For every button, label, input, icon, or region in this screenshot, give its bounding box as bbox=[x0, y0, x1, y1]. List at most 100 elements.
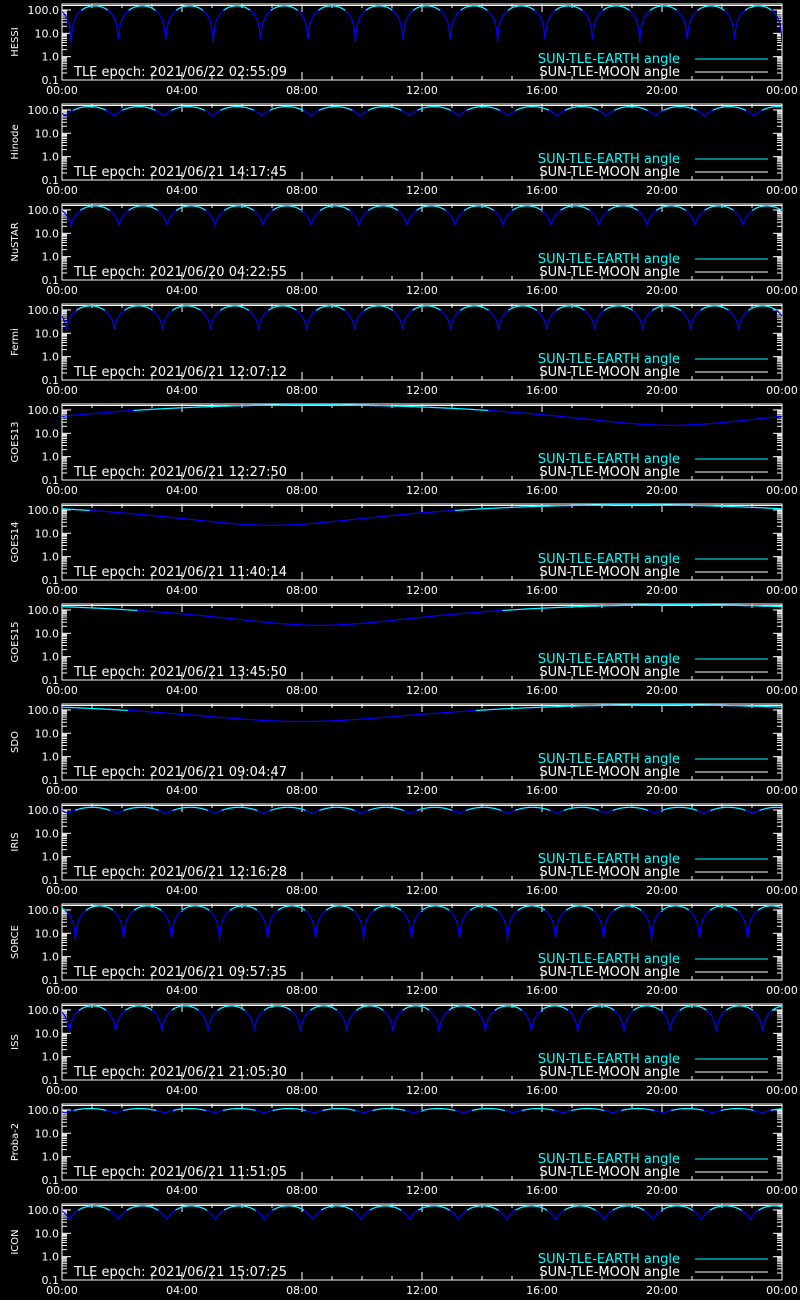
x-tick-label: 12:00 bbox=[406, 484, 438, 497]
x-tick-label: 08:00 bbox=[286, 1284, 318, 1297]
series-earth-angle-high bbox=[80, 5, 773, 11]
x-tick-label: 00:00 bbox=[766, 984, 798, 997]
x-tick-label: 04:00 bbox=[166, 1284, 198, 1297]
series-earth-angle-high bbox=[78, 1005, 782, 1011]
y-tick-label: 100.0 bbox=[28, 404, 60, 417]
x-tick-label: 00:00 bbox=[766, 484, 798, 497]
tle-epoch-label: TLE epoch: 2021/06/21 09:57:35 bbox=[73, 965, 287, 980]
satellite-label: SDO bbox=[10, 731, 21, 753]
x-tick-label: 00:00 bbox=[46, 584, 78, 597]
x-tick-label: 08:00 bbox=[286, 384, 318, 397]
x-tick-label: 20:00 bbox=[646, 684, 678, 697]
y-tick-label: 10.0 bbox=[35, 27, 60, 40]
y-tick-label: 0.1 bbox=[42, 1074, 60, 1087]
panel-goes13: 100.010.01.00.100:00 04:00 08:00 12:00 16:00… bbox=[10, 403, 798, 497]
x-tick-label: 04:00 bbox=[166, 1184, 198, 1197]
y-tick-label: 10.0 bbox=[35, 927, 60, 940]
series-earth-angle-high bbox=[77, 1205, 782, 1211]
y-tick-label: 0.1 bbox=[42, 574, 60, 587]
series-earth-angle-high bbox=[62, 704, 782, 712]
y-tick-label: 10.0 bbox=[35, 627, 60, 640]
x-tick-label: 04:00 bbox=[166, 984, 198, 997]
legend-earth-label: SUN-TLE-EARTH angle bbox=[538, 752, 680, 767]
y-tick-label: 0.1 bbox=[42, 1174, 60, 1187]
x-tick-label: 16:00 bbox=[526, 284, 558, 297]
legend-earth-label: SUN-TLE-EARTH angle bbox=[538, 52, 680, 67]
x-tick-label: 04:00 bbox=[166, 1084, 198, 1097]
x-tick-label: 12:00 bbox=[406, 1084, 438, 1097]
x-tick-label: 20:00 bbox=[646, 1184, 678, 1197]
y-tick-label: 1.0 bbox=[42, 651, 60, 664]
satellite-label: IRIS bbox=[10, 832, 21, 851]
x-tick-label: 00:00 bbox=[46, 684, 78, 697]
series-earth-angle-high bbox=[73, 1107, 782, 1112]
satellite-label: NuSTAR bbox=[10, 222, 21, 261]
series-earth-angle-high bbox=[62, 905, 782, 911]
panel-nustar: 100.010.01.00.100:00 04:00 08:00 12:00 16:00… bbox=[10, 203, 798, 297]
tle-epoch-label: TLE epoch: 2021/06/22 02:55:09 bbox=[73, 65, 287, 80]
x-tick-label: 00:00 bbox=[46, 984, 78, 997]
legend-moon-label: SUN-TLE-MOON angle bbox=[539, 65, 680, 80]
panel-iris: 100.010.01.00.100:00 04:00 08:00 12:00 16:00… bbox=[10, 803, 798, 897]
y-tick-label: 1.0 bbox=[42, 551, 60, 564]
tle-epoch-label: TLE epoch: 2021/06/21 12:16:28 bbox=[73, 865, 287, 880]
series-earth-angle-high bbox=[72, 105, 782, 111]
panel-goes14: 100.010.01.00.100:00 04:00 08:00 12:00 16:00… bbox=[10, 503, 798, 597]
series-earth-angle bbox=[62, 905, 782, 941]
x-tick-label: 04:00 bbox=[166, 684, 198, 697]
x-tick-label: 00:00 bbox=[766, 1284, 798, 1297]
y-tick-label: 1.0 bbox=[42, 451, 60, 464]
series-earth-angle-high bbox=[76, 305, 777, 311]
y-tick-label: 0.1 bbox=[42, 474, 60, 487]
x-tick-label: 08:00 bbox=[286, 184, 318, 197]
y-tick-label: 100.0 bbox=[28, 204, 60, 217]
x-tick-label: 00:00 bbox=[46, 384, 78, 397]
x-tick-label: 08:00 bbox=[286, 984, 318, 997]
panel-iss: 100.010.01.00.100:00 04:00 08:00 12:00 16:00… bbox=[10, 1003, 798, 1097]
legend-moon-label: SUN-TLE-MOON angle bbox=[539, 1265, 680, 1280]
panel-goes15: 100.010.01.00.100:00 04:00 08:00 12:00 16:00… bbox=[10, 603, 798, 697]
y-tick-label: 1.0 bbox=[42, 351, 60, 364]
satellite-label: GOES13 bbox=[10, 421, 21, 462]
x-tick-label: 20:00 bbox=[646, 284, 678, 297]
x-tick-label: 20:00 bbox=[646, 384, 678, 397]
x-tick-label: 08:00 bbox=[286, 284, 318, 297]
x-tick-label: 08:00 bbox=[286, 684, 318, 697]
series-earth-angle-high bbox=[133, 404, 489, 412]
x-tick-label: 16:00 bbox=[526, 784, 558, 797]
tle-epoch-label: TLE epoch: 2021/06/21 12:07:12 bbox=[73, 365, 287, 380]
x-tick-label: 00:00 bbox=[766, 1084, 798, 1097]
series-earth-angle-high bbox=[62, 604, 782, 612]
y-tick-label: 0.1 bbox=[42, 74, 60, 87]
x-tick-label: 00:00 bbox=[766, 584, 798, 597]
x-tick-label: 04:00 bbox=[166, 584, 198, 597]
series-earth-angle-high bbox=[62, 504, 782, 512]
panel-hinode: 100.010.01.00.100:00 04:00 08:00 12:00 16:00… bbox=[10, 103, 798, 197]
y-tick-label: 100.0 bbox=[28, 1004, 60, 1017]
x-tick-label: 16:00 bbox=[526, 1184, 558, 1197]
y-tick-label: 1.0 bbox=[42, 51, 60, 64]
satellite-label: Fermi bbox=[10, 328, 21, 356]
x-tick-label: 20:00 bbox=[646, 484, 678, 497]
tle-epoch-label: TLE epoch: 2021/06/21 14:17:45 bbox=[73, 165, 287, 180]
legend-earth-label: SUN-TLE-EARTH angle bbox=[538, 652, 680, 667]
x-tick-label: 20:00 bbox=[646, 184, 678, 197]
x-tick-label: 00:00 bbox=[766, 84, 798, 97]
legend-earth-label: SUN-TLE-EARTH angle bbox=[538, 552, 680, 567]
y-tick-label: 0.1 bbox=[42, 274, 60, 287]
y-tick-label: 100.0 bbox=[28, 704, 60, 717]
x-tick-label: 00:00 bbox=[766, 1184, 798, 1197]
x-tick-label: 00:00 bbox=[46, 284, 78, 297]
x-tick-label: 04:00 bbox=[166, 784, 198, 797]
y-tick-label: 10.0 bbox=[35, 127, 60, 140]
y-tick-label: 1.0 bbox=[42, 1251, 60, 1264]
x-tick-label: 16:00 bbox=[526, 584, 558, 597]
legend-earth-label: SUN-TLE-EARTH angle bbox=[538, 952, 680, 967]
x-tick-label: 20:00 bbox=[646, 1084, 678, 1097]
legend-earth-label: SUN-TLE-EARTH angle bbox=[538, 1152, 680, 1167]
x-tick-label: 08:00 bbox=[286, 1084, 318, 1097]
x-tick-label: 12:00 bbox=[406, 784, 438, 797]
x-tick-label: 00:00 bbox=[766, 884, 798, 897]
legend-moon-label: SUN-TLE-MOON angle bbox=[539, 465, 680, 480]
